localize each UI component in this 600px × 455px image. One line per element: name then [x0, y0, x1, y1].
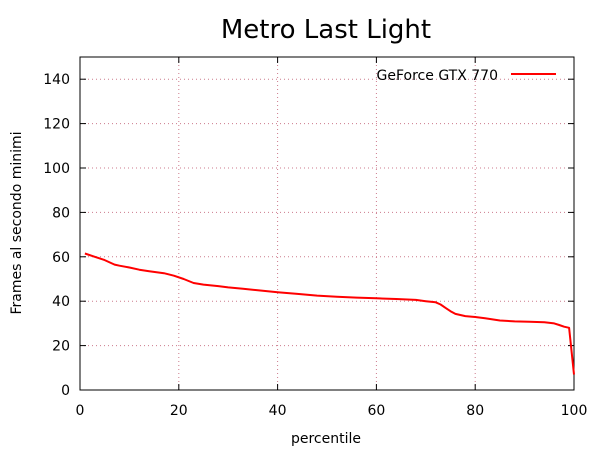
x-tick-label: 20	[170, 403, 188, 419]
chart-title: Metro Last Light	[221, 15, 431, 45]
axis-ticks: 0 20 40 60 80 100 120 140 0 20 40 60 80 100	[43, 57, 587, 419]
y-axis-label: Frames al secondo minimi	[9, 131, 25, 314]
y-tick-label: 80	[52, 205, 70, 221]
y-tick-label: 120	[43, 117, 70, 133]
x-tick-label: 40	[269, 403, 287, 419]
grid	[80, 57, 574, 390]
y-tick-label: 100	[43, 161, 70, 177]
y-tick-label: 140	[43, 72, 70, 88]
plot-border	[79, 56, 575, 391]
legend-label: GeForce GTX 770	[377, 68, 498, 84]
series-line	[84, 252, 575, 375]
x-tick-label: 100	[561, 403, 588, 419]
x-axis-label: percentile	[291, 431, 361, 447]
legend: GeForce GTX 770	[377, 68, 556, 84]
y-tick-label: 20	[52, 339, 70, 355]
x-tick-label: 80	[466, 403, 484, 419]
y-tick-label: 0	[61, 383, 70, 399]
x-tick-label: 0	[76, 403, 85, 419]
y-tick-label: 40	[52, 294, 70, 310]
x-tick-label: 60	[367, 403, 385, 419]
y-tick-label: 60	[52, 250, 70, 266]
series-layer	[84, 252, 575, 375]
